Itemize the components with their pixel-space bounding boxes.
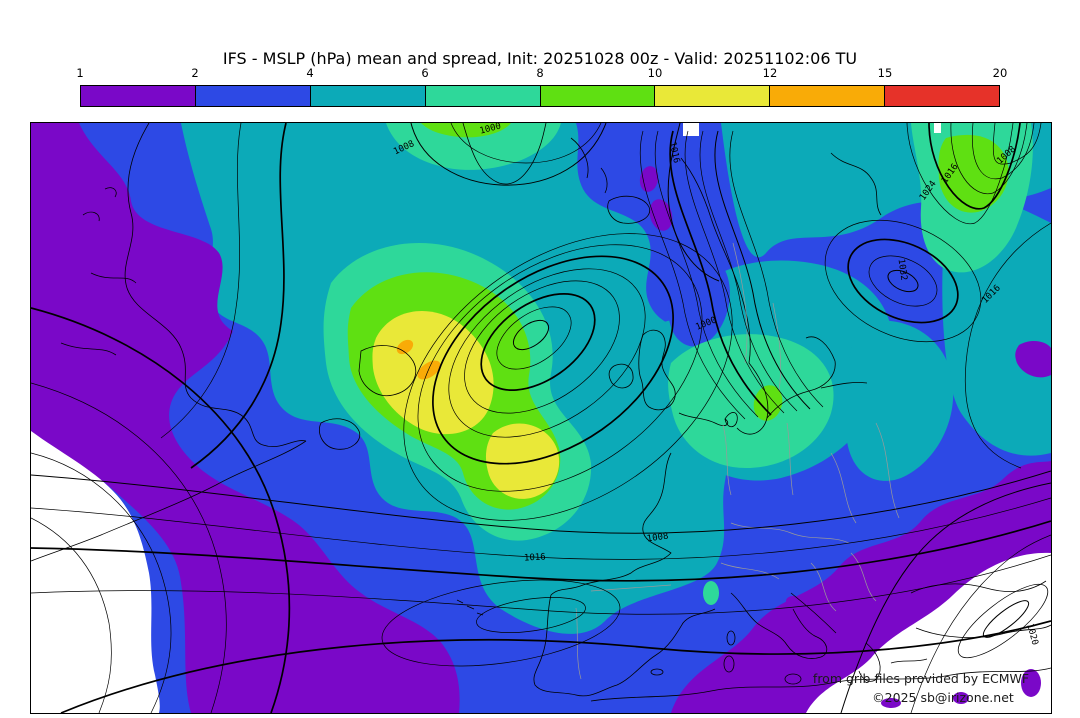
isobar-label-1008: 1008 xyxy=(646,532,669,545)
attribution: from grib files provided by ECMWF ©2025 … xyxy=(813,671,1029,705)
colorbar-tick-label: 8 xyxy=(536,66,544,80)
colorbar-tick-label: 2 xyxy=(191,66,199,80)
colorbar xyxy=(80,85,1000,107)
colorbar-tick-label: 1 xyxy=(76,66,84,80)
scandinavia-isobar-pack xyxy=(639,130,824,420)
finland-high-isobars xyxy=(824,219,982,343)
colorbar-segment-8-10 xyxy=(540,86,656,106)
colorbar-segment-1-2 xyxy=(81,86,196,106)
southeast-isobars xyxy=(840,222,1051,713)
spread-lt-1-region xyxy=(31,123,1051,713)
colorbar-ticks: 1 2 4 6 8 10 12 15 20 xyxy=(0,66,1080,80)
colorbar-segment-10-12 xyxy=(655,86,771,106)
colorbar-segment-2-4 xyxy=(195,86,311,106)
map-canvas: 1000 1008 1016 1000 1008 1016 1024 1032 1016 1016… xyxy=(30,122,1052,714)
northeast-isobar-hairpins xyxy=(906,123,1042,225)
colorbar-tick-label: 15 xyxy=(877,66,893,80)
azores-high-isobars xyxy=(31,307,621,713)
spread-fill-layer xyxy=(31,123,1051,713)
colorbar-tick-label: 12 xyxy=(762,66,778,80)
colorbar-segment-12-15 xyxy=(770,86,886,106)
colorbar-tick-label: 20 xyxy=(992,66,1008,80)
chart-title: IFS - MSLP (hPa) mean and spread, Init: … xyxy=(222,49,858,68)
attribution-line1: from grib files provided by ECMWF xyxy=(813,671,1029,686)
north-isobars xyxy=(410,123,720,282)
atlantic-low-isobars xyxy=(403,233,733,521)
west-isobars xyxy=(160,123,287,469)
attribution-line2: ©2025 sb@irizone.net xyxy=(872,690,1014,705)
spread-12-15-region xyxy=(396,339,441,380)
spread-1-2-specks xyxy=(881,669,1041,708)
isobar-contours xyxy=(31,123,1051,713)
colorbar-segment-15-20 xyxy=(885,86,999,106)
southern-isobars xyxy=(31,470,1051,713)
north-sea-blue-patch xyxy=(668,255,730,347)
colorbar-segment-6-8 xyxy=(425,86,541,106)
colorbar-tick-label: 6 xyxy=(421,66,429,80)
isobar-label-1016: 1016 xyxy=(524,552,546,563)
country-borders xyxy=(575,242,900,680)
colorbar-segment-4-6 xyxy=(310,86,426,106)
colorbar-tick-label: 4 xyxy=(306,66,314,80)
colorbar-tick-label: 10 xyxy=(647,66,663,80)
isobar-label-1016: 1016 xyxy=(667,141,681,164)
isobar-label-1032: 1032 xyxy=(896,258,909,281)
